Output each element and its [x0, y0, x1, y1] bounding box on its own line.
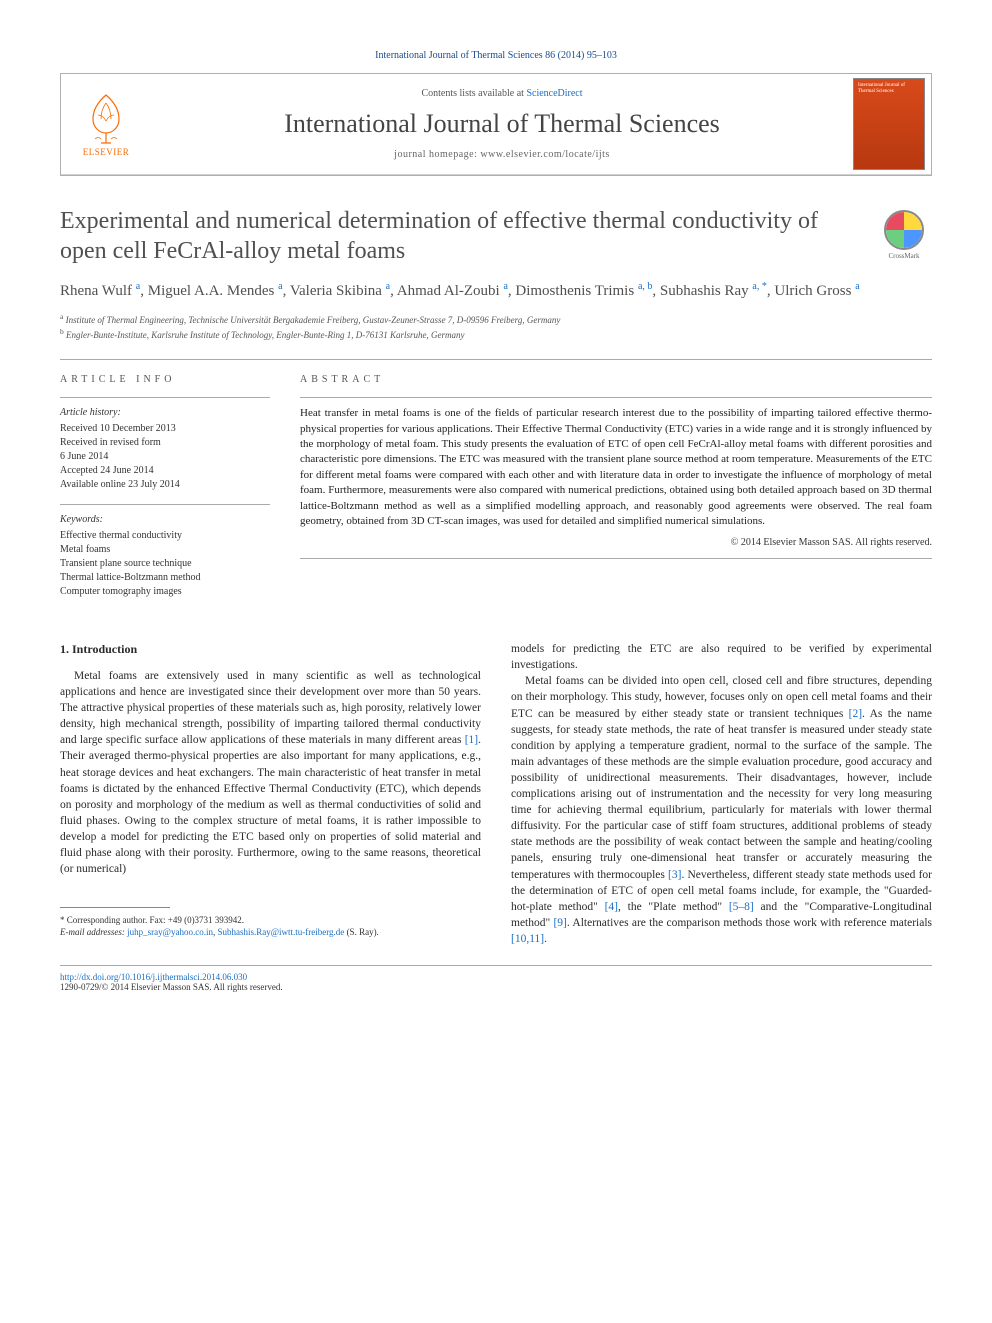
email-label: E-mail addresses:	[60, 927, 125, 937]
ref-link-9[interactable]: [9]	[553, 917, 566, 929]
sciencedirect-link[interactable]: ScienceDirect	[526, 88, 582, 99]
keywords-block: Keywords: Effective thermal conductivity…	[60, 504, 270, 599]
journal-name: International Journal of Thermal Science…	[151, 109, 853, 139]
abstract-copyright: © 2014 Elsevier Masson SAS. All rights r…	[300, 537, 932, 548]
keyword-line: Thermal lattice-Boltzmann method	[60, 571, 270, 585]
section-heading-1: 1. Introduction	[60, 641, 481, 658]
article-info-sidebar: ARTICLE INFO Article history: Received 1…	[60, 374, 270, 611]
footnotes: * Corresponding author. Fax: +49 (0)3731…	[60, 914, 481, 938]
keyword-line: Transient plane source technique	[60, 557, 270, 571]
abstract-heading: ABSTRACT	[300, 374, 932, 385]
body-text: 1. Introduction Metal foams are extensiv…	[60, 641, 932, 947]
ref-link-5-8[interactable]: [5–8]	[729, 901, 754, 913]
elsevier-logo: ELSEVIER	[61, 79, 151, 169]
elsevier-wordmark: ELSEVIER	[83, 147, 130, 157]
article-info-heading: ARTICLE INFO	[60, 374, 270, 385]
email-link-1[interactable]: juhp_sray@yahoo.co.in	[127, 927, 213, 937]
keyword-line: Computer tomography images	[60, 585, 270, 599]
ref-link-1[interactable]: [1]	[465, 734, 478, 746]
body-column-left: 1. Introduction Metal foams are extensiv…	[60, 641, 481, 947]
body-p3f: . Alternatives are the comparison method…	[567, 917, 932, 929]
affiliation-line: b Engler-Bunte-Institute, Karlsruhe Inst…	[60, 327, 932, 342]
abstract-text: Heat transfer in metal foams is one of t…	[300, 397, 932, 529]
ref-link-10-11[interactable]: [10,11]	[511, 933, 544, 945]
homepage-prefix: journal homepage:	[394, 149, 480, 160]
history-line: Received 10 December 2013	[60, 422, 270, 436]
corresponding-author-note: * Corresponding author. Fax: +49 (0)3731…	[60, 914, 481, 926]
contents-line: Contents lists available at ScienceDirec…	[151, 88, 853, 99]
body-p2: models for predicting the ETC are also r…	[511, 641, 932, 673]
email-link-2[interactable]: Subhashis.Ray@iwtt.tu-freiberg.de	[217, 927, 344, 937]
history-line: 6 June 2014	[60, 450, 270, 464]
elsevier-tree-icon	[81, 91, 131, 145]
cover-title: International Journal of Thermal Science…	[858, 83, 920, 94]
issn-copyright: 1290-0729/© 2014 Elsevier Masson SAS. Al…	[60, 982, 932, 992]
ref-link-4[interactable]: [4]	[605, 901, 618, 913]
journal-header: ELSEVIER Contents lists available at Sci…	[60, 73, 932, 176]
doi-link[interactable]: http://dx.doi.org/10.1016/j.ijthermalsci…	[60, 972, 247, 982]
body-p3g: .	[544, 933, 547, 945]
history-line: Accepted 24 June 2014	[60, 464, 270, 478]
author-list: Rhena Wulf a, Miguel A.A. Mendes a, Vale…	[60, 280, 932, 302]
abstract-column: ABSTRACT Heat transfer in metal foams is…	[300, 374, 932, 611]
affiliation-line: a Institute of Thermal Engineering, Tech…	[60, 312, 932, 327]
crossmark-label: CrossMark	[888, 252, 919, 260]
contents-prefix: Contents lists available at	[421, 88, 526, 99]
body-p3b: . As the name suggests, for steady state…	[511, 708, 932, 881]
journal-cover-thumbnail: International Journal of Thermal Science…	[853, 78, 925, 170]
ref-link-2[interactable]: [2]	[849, 708, 862, 720]
history-label: Article history:	[60, 406, 270, 420]
keywords-label: Keywords:	[60, 513, 270, 527]
crossmark-badge[interactable]: CrossMark	[876, 210, 932, 266]
keyword-line: Effective thermal conductivity	[60, 529, 270, 543]
article-title: Experimental and numerical determination…	[60, 206, 932, 266]
history-line: Available online 23 July 2014	[60, 478, 270, 492]
body-p1b: . Their averaged thermo-physical propert…	[60, 734, 481, 875]
citation-line: International Journal of Thermal Science…	[60, 50, 932, 61]
body-p1a: Metal foams are extensively used in many…	[60, 670, 481, 746]
article-history-block: Article history: Received 10 December 20…	[60, 397, 270, 492]
email-author-name: (S. Ray).	[347, 927, 379, 937]
homepage-url[interactable]: www.elsevier.com/locate/ijts	[480, 149, 609, 160]
affiliations: a Institute of Thermal Engineering, Tech…	[60, 312, 932, 341]
body-p3d: , the "Plate method"	[618, 901, 729, 913]
page-footer: http://dx.doi.org/10.1016/j.ijthermalsci…	[60, 965, 932, 992]
history-line: Received in revised form	[60, 436, 270, 450]
homepage-line: journal homepage: www.elsevier.com/locat…	[151, 149, 853, 160]
keyword-line: Metal foams	[60, 543, 270, 557]
ref-link-3[interactable]: [3]	[668, 869, 681, 881]
crossmark-icon	[884, 210, 924, 250]
body-column-right: models for predicting the ETC are also r…	[511, 641, 932, 947]
